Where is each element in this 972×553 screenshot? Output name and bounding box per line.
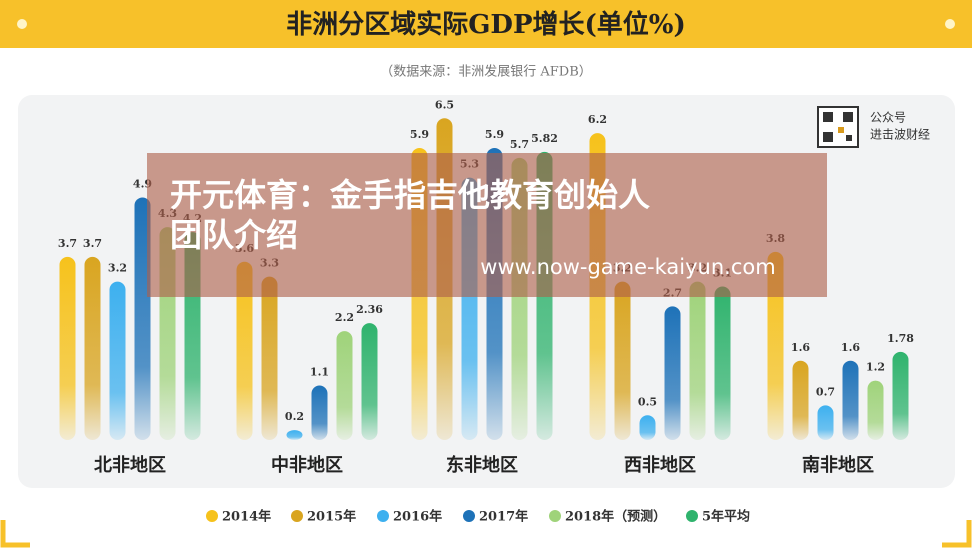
legend-swatch — [463, 510, 475, 522]
bar — [792, 360, 809, 440]
bar — [892, 351, 909, 440]
qr-code — [817, 106, 859, 148]
overlay-url: www.now-game-kaiyun.com — [480, 255, 775, 279]
overlay-banner — [147, 153, 827, 297]
bar — [286, 430, 303, 440]
value-label: 2.2 — [335, 311, 354, 324]
corner — [0, 520, 30, 548]
overlay-headline: 开元体育：金手指吉他教育创始人团队介绍 — [170, 176, 650, 254]
bar — [817, 405, 834, 440]
bar — [664, 306, 681, 440]
bar — [84, 256, 101, 440]
bar — [867, 380, 884, 440]
bar — [236, 261, 253, 440]
legend-label: 2018年（预测） — [565, 509, 666, 525]
value-label: 6.2 — [588, 113, 607, 126]
legend-label: 2017年 — [479, 509, 528, 525]
x-tick-label: 西非地区 — [624, 454, 696, 476]
legend-swatch — [291, 510, 303, 522]
value-label: 3.2 — [108, 262, 127, 275]
value-label: 5.7 — [510, 138, 529, 151]
bar — [336, 331, 353, 440]
value-label: 0.2 — [285, 410, 304, 423]
legend-label: 2015年 — [307, 509, 356, 525]
legend-label: 2014年 — [222, 509, 271, 525]
legend-label: 5年平均 — [702, 509, 750, 525]
value-label: 5.9 — [410, 128, 429, 141]
bar — [714, 286, 731, 440]
bar — [59, 256, 76, 440]
header-bar — [0, 0, 972, 48]
value-label: 1.6 — [841, 341, 860, 354]
bar — [134, 197, 151, 440]
qr-caption: 公众号 — [870, 111, 906, 125]
bar — [311, 385, 328, 440]
legend-swatch — [377, 510, 389, 522]
bar — [614, 281, 631, 440]
value-label: 1.2 — [866, 361, 885, 374]
x-tick-label: 中非地区 — [271, 454, 343, 476]
legend-swatch — [686, 510, 698, 522]
value-label: 0.5 — [638, 395, 657, 408]
bar — [361, 323, 378, 440]
value-label: 6.5 — [435, 98, 454, 111]
x-tick-label: 东非地区 — [446, 454, 518, 476]
bar — [689, 281, 706, 440]
legend-swatch — [549, 510, 561, 522]
legend-swatch — [206, 510, 218, 522]
dot — [17, 19, 27, 29]
value-label: 0.7 — [816, 385, 835, 398]
value-label: 5.9 — [485, 128, 504, 141]
x-tick-label: 北非地区 — [94, 454, 166, 476]
dot — [945, 19, 955, 29]
corner — [942, 520, 972, 548]
value-label: 1.6 — [791, 341, 810, 354]
value-label: 2.36 — [356, 303, 383, 316]
value-label: 3.7 — [58, 237, 77, 250]
value-label: 5.82 — [531, 132, 558, 145]
bar — [842, 360, 859, 440]
legend-label: 2016年 — [393, 509, 442, 525]
chart-title: 非洲分区域实际GDP增长(单位%) — [286, 9, 686, 40]
chart-subtitle: （数据来源：非洲发展银行 AFDB） — [380, 64, 592, 80]
x-tick-label: 南非地区 — [802, 454, 874, 476]
value-label: 1.78 — [887, 332, 914, 345]
bar — [767, 251, 784, 440]
value-label: 1.1 — [310, 366, 329, 379]
bar — [109, 281, 126, 440]
bar — [639, 415, 656, 440]
qr-caption: 进击波财经 — [870, 128, 930, 142]
bar — [261, 276, 278, 440]
value-label: 3.7 — [83, 237, 102, 250]
